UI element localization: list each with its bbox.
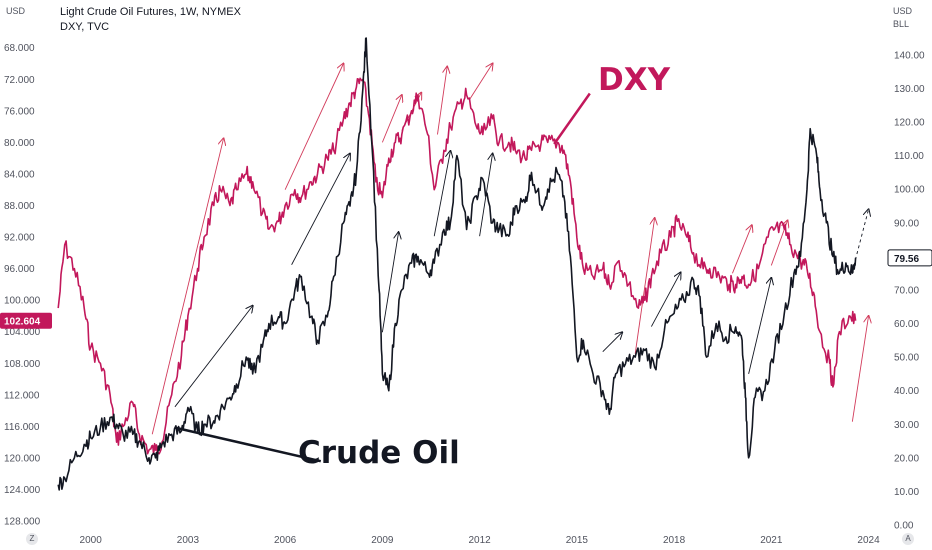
- right-axis-tick: 30.00: [894, 420, 919, 431]
- oil-trend-arrow: [381, 232, 398, 333]
- left-axis-tick: 84.000: [4, 169, 35, 180]
- x-axis-tick: 2024: [857, 535, 880, 546]
- left-axis-currency: USD: [6, 6, 26, 16]
- x-axis-tick: 2003: [177, 535, 200, 546]
- dxy-last-value: 102.604: [4, 317, 41, 328]
- left-axis-tick: 68.000: [4, 43, 35, 54]
- left-axis-tick: 100.000: [4, 296, 41, 307]
- oil-last-value: 79.56: [894, 254, 919, 265]
- dxy-trend-arrow: [851, 316, 868, 422]
- oil-trend-arrow: [174, 306, 253, 408]
- right-axis-tick: 60.00: [894, 319, 919, 330]
- left-axis-tick: 72.000: [4, 75, 35, 86]
- x-axis-tick: 2006: [274, 535, 297, 546]
- right-axis-unit: BLL: [893, 19, 910, 29]
- left-axis-tick: 92.000: [4, 233, 35, 244]
- dxy-annotation: DXY: [598, 62, 671, 98]
- oil-trend-arrow: [650, 272, 680, 327]
- x-axis-tick: 2021: [760, 535, 783, 546]
- right-axis-tick: 10.00: [894, 487, 919, 498]
- dxy-trend-arrow: [437, 67, 447, 135]
- left-axis-tick: 116.000: [4, 422, 40, 433]
- dxy-trend-arrow: [284, 64, 343, 190]
- auto-scale-button[interactable]: A: [902, 533, 914, 545]
- left-axis-tick: 124.000: [4, 485, 41, 496]
- right-axis-tick: 0.00: [894, 521, 914, 532]
- left-axis-tick: 120.000: [4, 453, 41, 464]
- left-axis-tick: 76.000: [4, 106, 35, 117]
- dxy-trend-arrow: [151, 138, 223, 435]
- x-axis-tick: 2000: [80, 535, 103, 546]
- right-axis-tick: 20.00: [894, 453, 919, 464]
- left-axis-tick: 128.000: [4, 517, 41, 528]
- right-axis-tick: 50.00: [894, 353, 919, 364]
- chart-subtitle[interactable]: DXY, TVC: [60, 21, 110, 33]
- oil-projection-arrow: [851, 209, 868, 272]
- timezone-button[interactable]: Z: [26, 533, 38, 545]
- right-axis-tick: 120.00: [894, 118, 925, 129]
- dxy-series-line: [57, 77, 857, 456]
- left-axis-tick: 108.000: [4, 359, 41, 370]
- oil-trend-arrow: [433, 151, 450, 237]
- oil-last-value-tag: [887, 249, 932, 267]
- dxy-last-value-tag: [0, 312, 52, 329]
- x-axis-tick: 2012: [468, 535, 491, 546]
- right-axis-tick: 130.00: [894, 84, 925, 95]
- oil-trend-arrow: [748, 278, 772, 374]
- left-axis-tick: 88.000: [4, 201, 35, 212]
- left-axis-tick: 112.000: [4, 390, 40, 401]
- x-axis-tick: 2018: [663, 535, 686, 546]
- dxy-trend-arrow: [469, 64, 493, 100]
- left-axis-tick: 104.000: [4, 327, 41, 338]
- left-axis-tick: 96.000: [4, 264, 35, 275]
- chart-title[interactable]: Light Crude Oil Futures, 1W, NYMEX: [60, 6, 241, 18]
- right-axis-tick: 100.00: [894, 185, 925, 196]
- dxy-trend-arrow: [634, 218, 654, 354]
- right-axis-tick: 90.00: [894, 218, 919, 229]
- right-axis-currency: USD: [893, 6, 913, 16]
- dxy-callout-line: [553, 92, 591, 145]
- right-axis-tick: 40.00: [894, 386, 919, 397]
- crude-oil-annotation: Crude Oil: [298, 435, 460, 471]
- left-axis-tick: 80.000: [4, 138, 35, 149]
- oil-trend-arrow: [602, 332, 622, 353]
- right-axis-tick: 140.00: [894, 50, 925, 61]
- x-axis-tick: 2009: [371, 535, 394, 546]
- dxy-trend-arrow: [732, 225, 751, 274]
- oil-trend-arrow: [291, 154, 350, 265]
- crude-callout-line: [174, 426, 322, 463]
- right-axis-tick: 110.00: [894, 151, 924, 162]
- x-axis-tick: 2015: [566, 535, 589, 546]
- right-axis-tick: 70.00: [894, 285, 919, 296]
- dxy-trend-arrow: [381, 95, 401, 143]
